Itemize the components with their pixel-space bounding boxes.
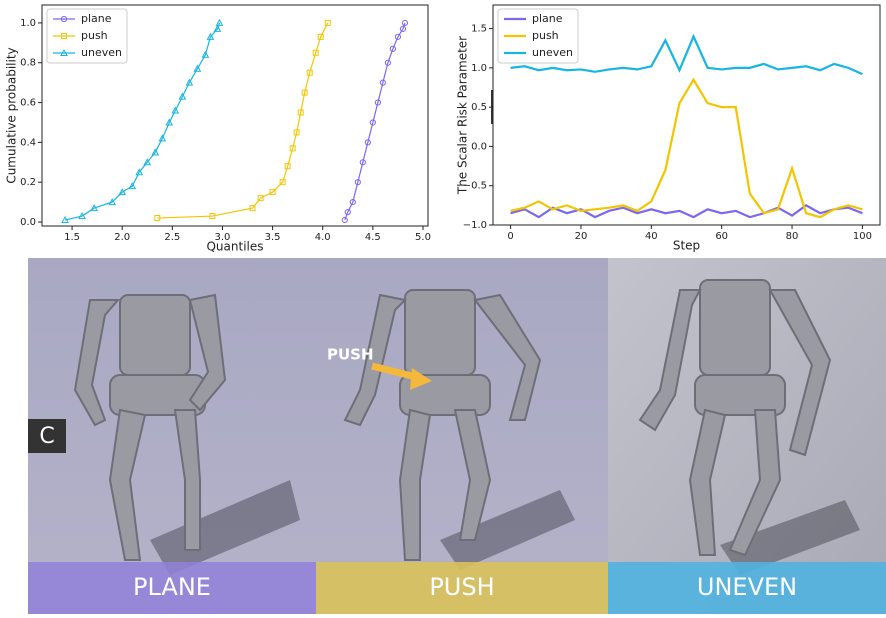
legend-label: plane (532, 12, 563, 25)
figure: PUSH PLANE PUSH UNEVEN A B C 1.52.02.53.… (0, 0, 886, 614)
x-tick-label: 40 (645, 231, 658, 242)
y-tick-label: 0.2 (20, 177, 36, 188)
x-tick-label: 60 (715, 231, 728, 242)
y-tick-label: 0.5 (471, 102, 487, 113)
x-tick-label: 3.5 (265, 232, 281, 243)
x-axis-label: Quantiles (206, 240, 263, 254)
x-tick-label: 100 (853, 231, 872, 242)
x-tick-label: 4.5 (365, 232, 381, 243)
y-axis-label: The Scalar Risk Parameter (456, 36, 470, 195)
y-tick-label: −1.0 (463, 220, 487, 231)
legend-label: push (81, 29, 108, 42)
photo-panel: PUSH PLANE PUSH UNEVEN (28, 258, 886, 614)
y-tick-label: 0.6 (20, 98, 36, 109)
y-tick-label: 0.0 (471, 141, 487, 152)
y-tick-label: 0.0 (20, 217, 36, 228)
scene-label: UNEVEN (697, 573, 797, 601)
legend-label: uneven (532, 46, 573, 59)
x-tick-label: 2.5 (164, 232, 180, 243)
y-tick-label: 1.0 (471, 63, 487, 74)
legend-label: plane (81, 12, 112, 25)
scene-label: PUSH (429, 573, 494, 601)
x-tick-label: 80 (786, 231, 799, 242)
push-annotation: PUSH (327, 346, 374, 364)
x-tick-label: 5.0 (415, 232, 431, 243)
x-tick-label: 2.0 (114, 232, 130, 243)
panel-label: C (39, 424, 54, 449)
x-tick-label: 1.5 (64, 232, 80, 243)
y-tick-label: 1.0 (20, 18, 36, 29)
x-tick-label: 4.0 (315, 232, 331, 243)
x-axis-label: Step (673, 239, 700, 253)
y-tick-label: 0.4 (20, 137, 36, 148)
x-tick-label: 0 (507, 231, 513, 242)
y-tick-label: 1.5 (471, 24, 487, 35)
y-axis-label: Cumulative probability (5, 47, 19, 183)
legend-label: push (532, 29, 559, 42)
legend-label: uneven (81, 46, 122, 59)
chart: 1.52.02.53.03.54.04.55.00.00.20.40.60.81… (5, 5, 431, 254)
y-tick-label: 0.8 (20, 58, 36, 69)
x-tick-label: 20 (575, 231, 588, 242)
scene-label: PLANE (133, 573, 211, 601)
